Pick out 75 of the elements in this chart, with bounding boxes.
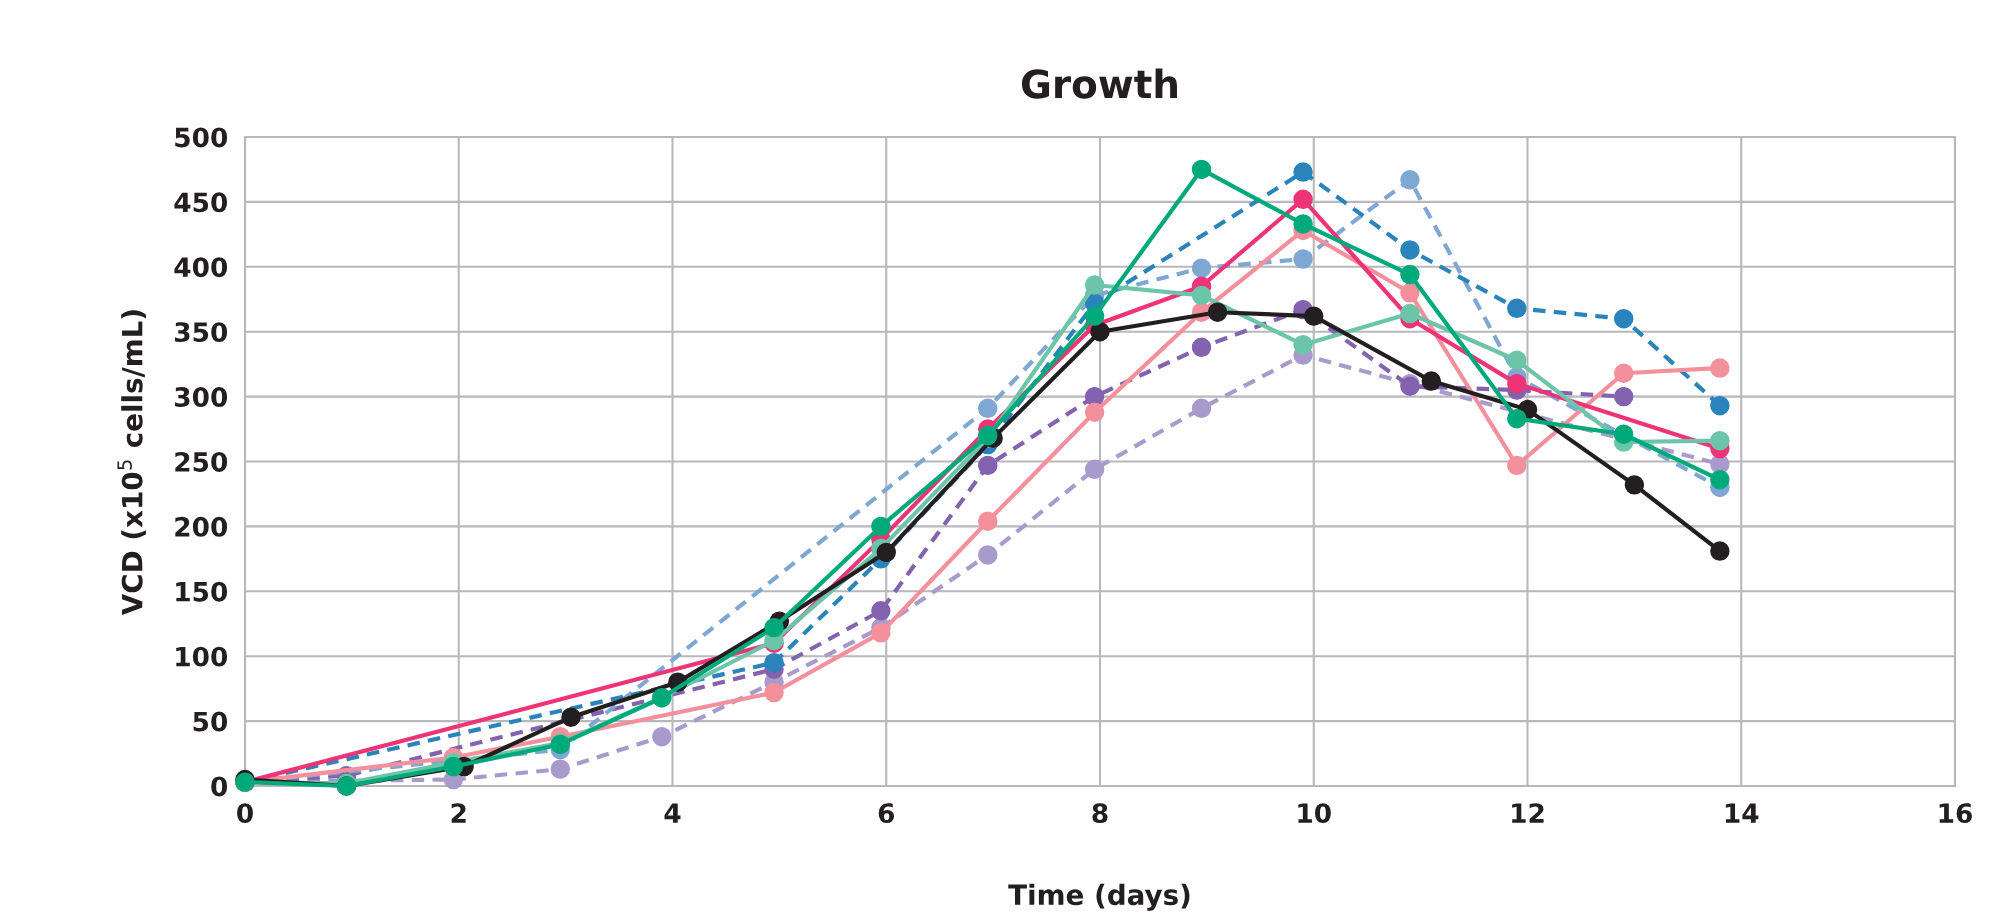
point	[1084, 459, 1105, 480]
y-tick-label: 500	[175, 127, 228, 148]
point	[1191, 258, 1212, 278]
x-tick-label: 8	[1092, 803, 1108, 824]
y-tick-label: 400	[174, 257, 228, 278]
point	[1191, 285, 1212, 306]
y-tick-label: 300	[175, 387, 228, 407]
y-tick-label: 50	[193, 711, 228, 732]
point	[1207, 302, 1228, 322]
y-tick-label: 0	[211, 776, 228, 797]
point	[1400, 303, 1420, 324]
x-axis-title: Time (days)	[1008, 883, 1190, 911]
point	[1613, 386, 1634, 407]
y-axis-title: VCD (x10$^{5}$ cells/mL)	[117, 310, 146, 616]
point	[652, 726, 672, 747]
point	[1191, 159, 1212, 180]
point	[1613, 308, 1634, 329]
point	[764, 652, 784, 673]
point	[1710, 469, 1730, 490]
point	[871, 601, 891, 621]
point	[1400, 264, 1420, 285]
point	[1084, 275, 1105, 295]
x-tick-label: 10	[1298, 803, 1331, 824]
point	[978, 511, 998, 531]
point	[1507, 298, 1527, 319]
y-tick-label: 450	[174, 192, 228, 213]
y-tick-label: 250	[175, 451, 228, 472]
point	[1507, 455, 1527, 476]
point	[1293, 162, 1313, 182]
point	[1613, 424, 1634, 444]
x-tick-label: 16	[1939, 803, 1972, 824]
point	[978, 398, 998, 419]
point	[1400, 283, 1420, 303]
point	[1400, 240, 1420, 260]
point	[1084, 306, 1105, 326]
x-tick-label: 4	[664, 803, 681, 823]
point	[1090, 321, 1110, 342]
point	[1400, 170, 1420, 190]
point	[1421, 371, 1442, 391]
point	[1191, 337, 1212, 357]
x-tick-label: 2	[451, 803, 466, 823]
point	[1507, 408, 1527, 429]
point	[561, 707, 581, 727]
point	[1624, 475, 1645, 495]
point	[1084, 402, 1105, 422]
point	[1293, 249, 1313, 269]
point	[1710, 395, 1730, 416]
x-tick-label: 14	[1725, 803, 1759, 823]
point	[978, 545, 998, 565]
y-tick-label: 350	[175, 322, 228, 343]
x-tick-label: 12	[1512, 803, 1544, 823]
point	[764, 682, 784, 703]
point	[764, 617, 784, 638]
point	[1710, 541, 1730, 561]
point	[1710, 431, 1730, 451]
y-tick-label: 100	[176, 646, 228, 667]
point	[1507, 373, 1527, 394]
y-tick-label: 200	[175, 516, 228, 537]
point	[1293, 214, 1313, 234]
point	[1507, 350, 1527, 370]
point	[871, 623, 891, 643]
point	[978, 455, 998, 476]
point	[1613, 363, 1634, 383]
point	[550, 759, 571, 779]
point	[871, 516, 891, 537]
point	[876, 542, 896, 563]
x-tick-label: 6	[878, 803, 895, 824]
point	[1293, 334, 1313, 355]
point	[1191, 398, 1212, 419]
x-tick-label: 0	[237, 803, 253, 824]
chart-title: Growth	[1021, 68, 1177, 99]
point	[1304, 306, 1324, 326]
y-tick-label: 150	[176, 581, 228, 602]
point	[1293, 189, 1313, 210]
point	[1710, 358, 1730, 378]
